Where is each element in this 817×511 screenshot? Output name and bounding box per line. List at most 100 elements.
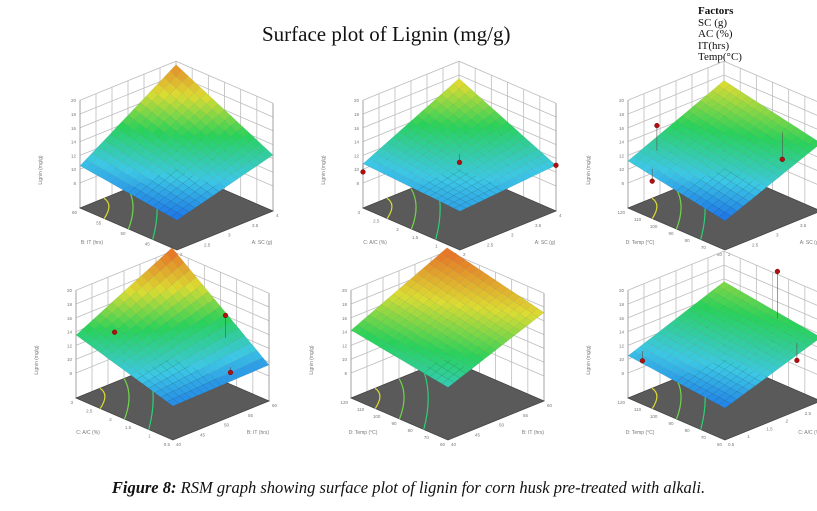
surface-cell — [483, 311, 497, 321]
surface-cell — [682, 189, 695, 199]
left-axis-tick-label: 80 — [685, 238, 691, 243]
left-axis-tick-label: 1.5 — [125, 425, 132, 430]
surface-cell — [93, 343, 107, 354]
surface-cell — [489, 315, 503, 325]
left-axis-tick-label: 110 — [634, 407, 642, 412]
surface-cell — [176, 125, 189, 137]
right-axis-label: A: SC (g) — [535, 240, 556, 246]
surface-cell — [244, 362, 258, 373]
surface-cell — [190, 352, 204, 363]
right-axis-tick-label: 2 — [463, 252, 466, 257]
surface-cell — [202, 314, 215, 326]
surface-cell — [148, 359, 161, 369]
surface-cell — [693, 323, 707, 333]
surface-cell — [190, 387, 204, 397]
surface-cell — [214, 376, 228, 386]
surface-cell — [429, 363, 443, 373]
z-tick-label: 16 — [67, 316, 73, 321]
surface-cell — [440, 283, 454, 294]
surface-cell — [711, 310, 725, 319]
surface-cell — [501, 305, 515, 315]
surface-cell — [651, 356, 665, 365]
surface-cell — [417, 330, 430, 340]
z-tick-label: 14 — [619, 140, 625, 145]
surface-cell — [158, 188, 172, 198]
surface-cell — [760, 177, 774, 188]
left-axis-tick-label: 2.5 — [86, 408, 93, 413]
surface-cell — [362, 332, 376, 342]
surface-cell — [459, 201, 473, 209]
surface-cell — [441, 185, 455, 193]
surface-cell — [458, 104, 472, 115]
surface-cell — [639, 145, 653, 155]
surface-cell — [184, 315, 197, 327]
z-tick-label: 20 — [619, 288, 625, 293]
surface-cell — [459, 174, 473, 183]
surface-cell — [736, 386, 750, 396]
surface-cell — [718, 142, 731, 152]
surface-cell — [730, 391, 744, 400]
z-tick-label: 20 — [619, 98, 625, 103]
surface-cell — [122, 183, 135, 194]
surface-cell — [109, 127, 123, 139]
surface-cell — [447, 314, 460, 324]
surface-cell — [392, 149, 406, 159]
left-axis-tick-label: 3 — [357, 210, 360, 215]
surface-cell — [172, 395, 186, 404]
surface-cell — [146, 162, 159, 173]
z-tick-label: 8 — [621, 181, 624, 186]
surface-cell — [663, 160, 677, 170]
design-point — [639, 358, 646, 364]
right-axis-tick-label: 3.5 — [535, 223, 542, 228]
surface-cell — [398, 152, 412, 162]
left-axis-tick-label: 100 — [650, 414, 658, 419]
z-tick-label: 10 — [619, 357, 625, 362]
left-axis-tick-label: 70 — [701, 245, 707, 250]
surface-cell — [675, 141, 689, 152]
surface-cell — [784, 158, 798, 168]
surface-cell — [663, 143, 677, 153]
z-tick-label: 8 — [73, 181, 76, 186]
right-axis-tick-label: 3 — [511, 233, 514, 238]
surface-cell — [440, 274, 454, 285]
surface-plot-4: 8 10 12 14 16 18 20 Lignin (mg/g) 0.5 1 1.5 2 2.5 3 40… — [34, 247, 278, 447]
left-axis-tick-label: 60 — [717, 252, 723, 257]
left-axis-tick-label: 60 — [717, 442, 723, 447]
z-tick-label: 16 — [619, 316, 625, 321]
surface-cell — [687, 105, 701, 115]
surface-cell — [147, 298, 161, 311]
surface-cell — [411, 352, 424, 362]
right-axis-tick-label: 55 — [523, 413, 529, 418]
z-axis-label: Lignin (mg/g) — [34, 345, 40, 375]
z-tick-label: 8 — [356, 181, 359, 186]
surface-cell — [717, 289, 731, 299]
surface-cell — [220, 373, 234, 384]
surface-cell — [141, 303, 155, 316]
surface-cell — [699, 295, 713, 304]
surface-cell — [190, 311, 203, 323]
surface-cell — [142, 380, 156, 389]
left-axis-tick-label: 100 — [373, 414, 381, 419]
left-axis-label: D: Temp (°C) — [349, 430, 378, 436]
surface-cell — [374, 164, 388, 173]
factors-legend: Factors SC (g) AC (%) IT(hrs) Temp(°C) — [698, 5, 742, 64]
surface-cell — [699, 95, 713, 105]
design-point — [227, 369, 234, 376]
z-tick-label: 10 — [71, 167, 77, 172]
right-axis-tick-label: 2 — [786, 419, 789, 424]
surface-cell — [182, 140, 195, 152]
surface-cell — [705, 290, 719, 300]
surface-cell — [172, 323, 185, 335]
surface-cell — [760, 369, 774, 378]
surface-cell — [525, 304, 539, 314]
surface-cell — [152, 166, 165, 177]
surface-cell — [645, 140, 659, 150]
surface-cell — [495, 152, 509, 162]
surface-cell — [386, 329, 400, 339]
surface-cell — [501, 331, 515, 341]
surface-cell — [429, 337, 442, 347]
surface-cell — [441, 378, 455, 388]
surface-cell — [200, 191, 214, 201]
